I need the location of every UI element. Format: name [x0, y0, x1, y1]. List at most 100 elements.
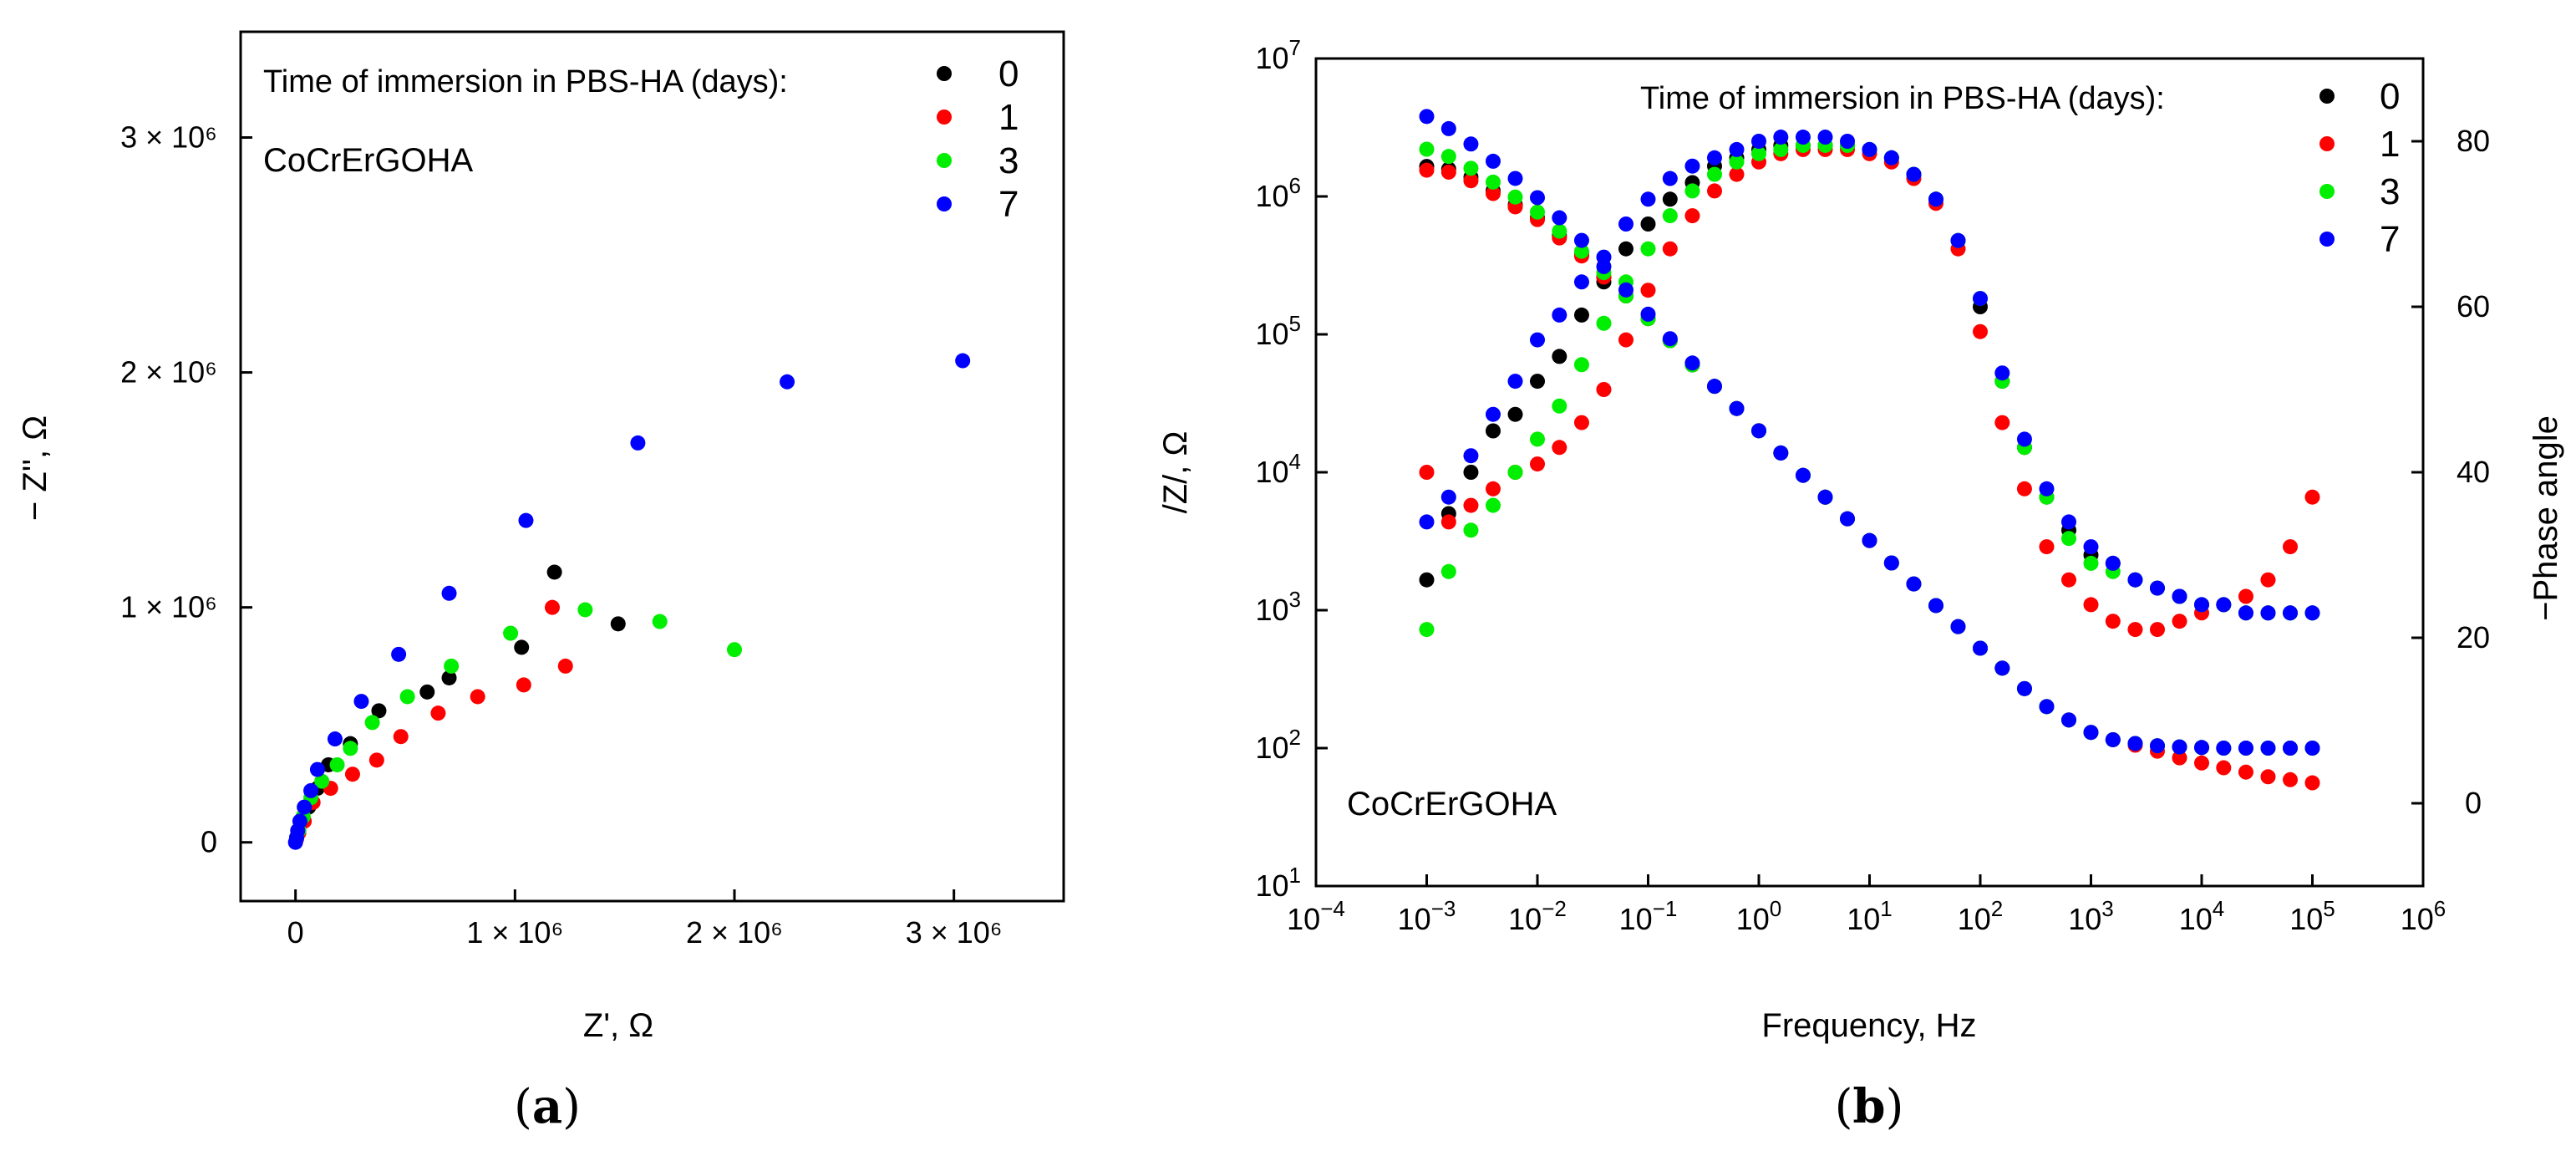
panel-b-phase-point	[2194, 597, 2209, 613]
panel-b-phase-point	[2016, 431, 2032, 447]
panel-a-caption: (a)	[514, 1079, 581, 1134]
panel-b-phase-point	[1706, 150, 1722, 166]
panel-a-point	[516, 677, 531, 693]
panel-a-point	[399, 689, 415, 705]
panel-b-impedance-point	[1463, 136, 1479, 152]
panel-b-left-y-tick-label: 105	[1255, 311, 1301, 351]
panel-a-point	[470, 689, 485, 705]
panel-b-phase-point	[1906, 166, 1922, 182]
panel-b-x-tick-label: 10−2	[1508, 896, 1567, 936]
panel-b-impedance-point	[1573, 243, 1589, 259]
panel-b-impedance-point	[1662, 331, 1678, 347]
panel-b-impedance-point	[1440, 149, 1456, 165]
panel-b-x-tick-label: 101	[1847, 896, 1893, 936]
panel-b-impedance-point	[1507, 171, 1523, 186]
panel-b-phase-point	[1463, 497, 1479, 513]
panel-b-impedance-series-0	[1419, 159, 2320, 756]
panel-a-point	[514, 639, 530, 655]
panel-b-legend-marker	[2319, 184, 2335, 199]
panel-b-phase-point	[1573, 274, 1589, 290]
panel-b-phase-point	[1684, 158, 1700, 174]
panel-b-impedance-point	[1751, 423, 1766, 439]
panel-b-impedance-point	[1795, 467, 1811, 483]
panel-b-phase-point	[1729, 141, 1745, 157]
panel-b-phase-point	[1485, 406, 1501, 422]
panel-b-phase-point	[1751, 134, 1766, 149]
panel-b-phase-point	[1485, 497, 1501, 513]
panel-b-phase-point	[2061, 514, 2077, 530]
panel-a-point	[544, 599, 560, 615]
panel-b-x-tick-label: 103	[2068, 896, 2114, 936]
panel-b-phase-series-7	[1419, 130, 2320, 621]
panel-b-phase-point	[2238, 588, 2253, 604]
panel-b-phase-point	[2260, 605, 2276, 621]
panel-b-impedance-point	[1684, 355, 1700, 371]
panel-b-phase-point	[1552, 398, 1567, 414]
panel-a-point	[441, 585, 457, 601]
panel-b-phase-point	[2083, 539, 2099, 555]
panel-b-impedance-point	[2238, 741, 2253, 756]
panel-b-phase-point	[1530, 456, 1545, 472]
panel-b-phase-point	[1596, 249, 1612, 265]
panel-b-phase-point	[2238, 605, 2253, 621]
panel-b-phase-point	[1928, 191, 1943, 207]
panel-b-phase-point	[1530, 332, 1545, 348]
panel-b-phase-point	[1618, 332, 1634, 348]
panel-a-point	[364, 715, 380, 731]
panel-b-phase-point	[2260, 572, 2276, 588]
panel-b-impedance-point	[1485, 174, 1501, 190]
panel-b-impedance-point	[1530, 190, 1545, 206]
panel-b-data-points	[1419, 109, 2320, 791]
panel-b-impedance-point	[2283, 772, 2299, 787]
panel-a-point	[610, 616, 626, 632]
panel-b-sample-label: CoCrErGOHA	[1347, 786, 1557, 823]
panel-a-y-tick-label: 2 × 10⁶	[120, 355, 217, 390]
panel-b-x-tick-label: 106	[2401, 896, 2446, 936]
panel-a-y-tick-label: 1 × 10⁶	[120, 590, 217, 624]
panel-a-point	[368, 752, 384, 768]
panel-b-phase-point	[1507, 374, 1523, 390]
panel-b-impedance-point	[1463, 160, 1479, 176]
panel-b-impedance-point	[1552, 210, 1567, 226]
panel-b-x-tick-label: 102	[1958, 896, 2004, 936]
panel-a-x-tick-label: 1 × 10⁶	[466, 915, 563, 950]
panel-b-phase-point	[1485, 481, 1501, 497]
panel-a-point	[503, 625, 519, 641]
panel-b-phase-point	[1463, 522, 1479, 538]
panel-b-legend-title: Time of immersion in PBS-HA (days):	[1640, 81, 2165, 116]
panel-b-right-y-axis-title: −Phase angle	[2528, 415, 2564, 621]
panel-b-phase-point	[1684, 208, 1700, 224]
panel-b-impedance-point	[2283, 741, 2299, 756]
panel-a-point	[557, 658, 573, 674]
panel-b-phase-point	[1552, 349, 1567, 364]
panel-b-impedance-point	[1928, 598, 1943, 614]
panel-b-impedance-point	[1530, 204, 1545, 220]
panel-b-impedance-point	[2194, 755, 2209, 771]
panel-b-impedance-point	[2260, 741, 2276, 756]
panel-a-x-tick-label: 3 × 10⁶	[906, 915, 1003, 950]
panel-b-impedance-point	[2016, 680, 2032, 696]
panel-b-impedance-point	[1419, 141, 1435, 157]
panel-b-phase-point	[2172, 588, 2187, 604]
panel-b-phase-point	[1596, 315, 1612, 331]
panel-b-impedance-point	[1950, 619, 1966, 634]
panel-a-legend-label: 7	[998, 184, 1019, 225]
panel-b-right-y-axis: 0 20 40 60 80	[2411, 124, 2490, 820]
panel-b-phase-point	[1419, 622, 1435, 638]
panel-b-x-axis-title: Frequency, Hz	[1761, 1007, 1976, 1044]
panel-b-left-y-tick-label: 107	[1255, 35, 1301, 75]
panel-b-impedance-point	[2216, 741, 2232, 756]
panel-b-phase-point	[1795, 130, 1811, 145]
panel-b-bode-plot: 10−4 10−3 10−2 10−1 100 101 102 103 104 105 106 10…	[1157, 35, 2564, 1134]
panel-b-phase-point	[2061, 572, 2077, 588]
panel-b-impedance-point	[2194, 740, 2209, 756]
panel-b-phase-point	[2304, 605, 2320, 621]
panel-a-point	[652, 614, 668, 629]
panel-b-phase-point	[1419, 465, 1435, 480]
panel-b-impedance-point	[1463, 173, 1479, 189]
panel-b-phase-point	[1440, 489, 1456, 505]
panel-b-phase-point	[1706, 166, 1722, 182]
panel-a-legend-title: Time of immersion in PBS-HA (days):	[263, 64, 788, 99]
panel-a-point	[297, 799, 312, 815]
